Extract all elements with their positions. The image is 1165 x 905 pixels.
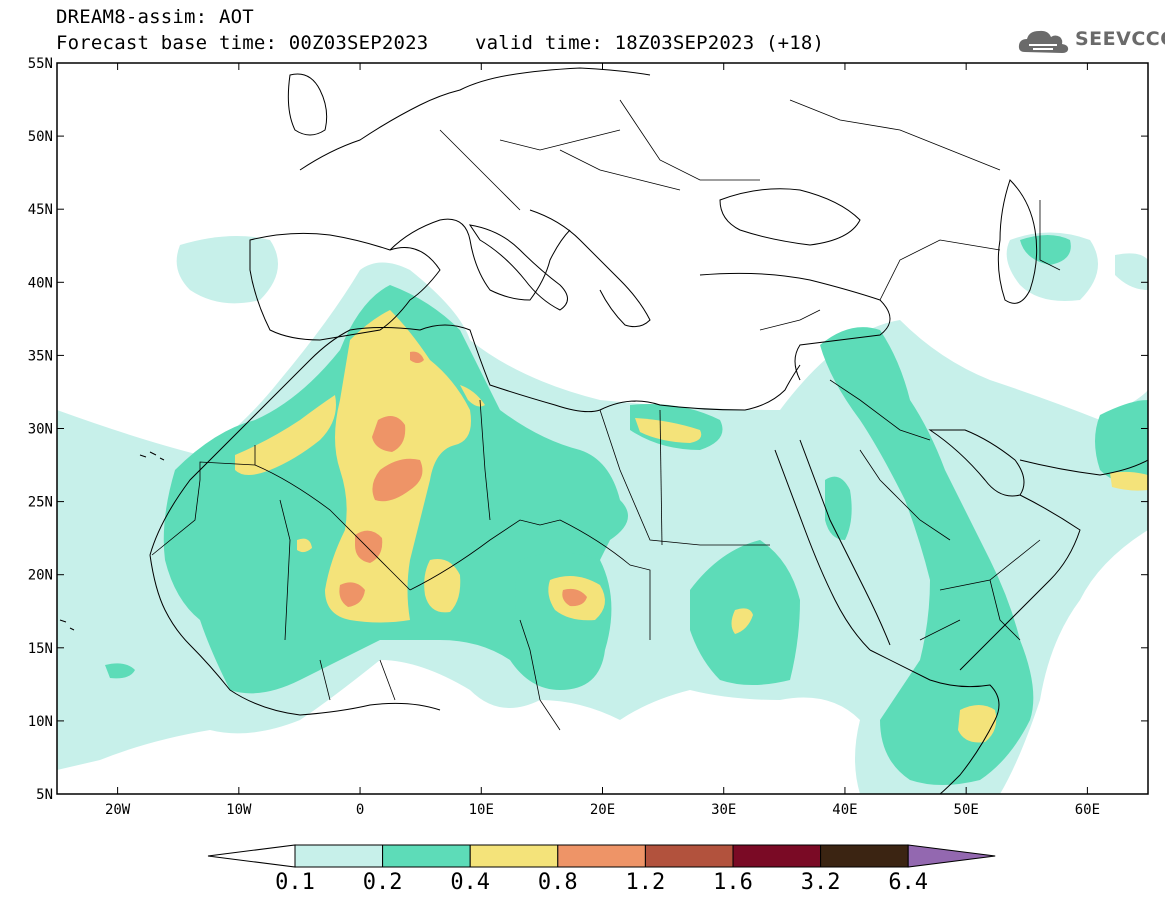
lat-tick-label: 30N [28, 422, 53, 438]
colorbar-label: 0.8 [537, 870, 578, 895]
colorbar-label: 0.2 [362, 870, 403, 895]
country-borders [151, 99, 1061, 731]
colorbar-segment [820, 844, 909, 868]
coastlines [59, 67, 1148, 794]
map-title: DREAM8-assim: AOT [56, 6, 254, 28]
colorbar-segment [644, 844, 734, 868]
logo-text: SEEVCCC [1075, 28, 1165, 50]
lat-tick-label: 35N [28, 348, 53, 364]
aot-field [57, 232, 1148, 794]
lat-tick-label: 55N [28, 56, 53, 72]
colorbar-label: 3.2 [800, 870, 841, 895]
latitude-axis: 55N 50N 45N 40N 35N 30N 25N 20N 15N 10N 5N [28, 56, 1148, 803]
colorbar-label: 0.1 [275, 870, 315, 895]
lon-tick-label: 30E [711, 802, 736, 818]
lat-tick-label: 15N [28, 641, 53, 657]
lat-tick-label: 40N [28, 275, 53, 291]
colorbar-label: 0.4 [450, 870, 491, 895]
lon-tick-label: 0 [356, 802, 364, 818]
lat-tick-label: 50N [28, 129, 53, 145]
lon-tick-label: 40E [832, 802, 857, 818]
colorbar-segment [732, 844, 822, 868]
lon-tick-label: 60E [1075, 802, 1100, 818]
lat-tick-label: 5N [36, 787, 53, 803]
lat-tick-label: 10N [28, 714, 53, 730]
colorbar-segment [557, 844, 646, 868]
colorbar-segment [382, 844, 471, 868]
colorbar-segment [469, 844, 559, 868]
colorbar-label: 1.6 [713, 870, 753, 895]
lon-tick-label: 10E [469, 802, 494, 818]
lon-tick-label: 10W [226, 802, 252, 818]
lat-tick-label: 45N [28, 202, 53, 218]
longitude-axis: 20W 10W 0 10E 20E 30E 40E 50E 60E [105, 63, 1100, 818]
lon-tick-label: 20W [105, 802, 131, 818]
aot-level-0-8 [339, 351, 587, 607]
colorbar-segment [294, 844, 384, 868]
colorbar [207, 844, 996, 868]
lon-tick-label: 20E [590, 802, 615, 818]
cloud-icon [1018, 30, 1069, 53]
forecast-time-info: Forecast base time: 00Z03SEP2023 valid t… [56, 32, 825, 54]
lon-tick-label: 50E [954, 802, 979, 818]
lat-tick-label: 20N [28, 568, 53, 584]
colorbar-upper-arrow [907, 844, 996, 868]
lat-tick-label: 25N [28, 495, 53, 511]
seevccc-logo: SEEVCCC [1017, 26, 1165, 56]
colorbar-label: 6.4 [888, 870, 929, 895]
colorbar-label: 1.2 [625, 870, 666, 895]
colorbar-lower-arrow [207, 844, 296, 868]
